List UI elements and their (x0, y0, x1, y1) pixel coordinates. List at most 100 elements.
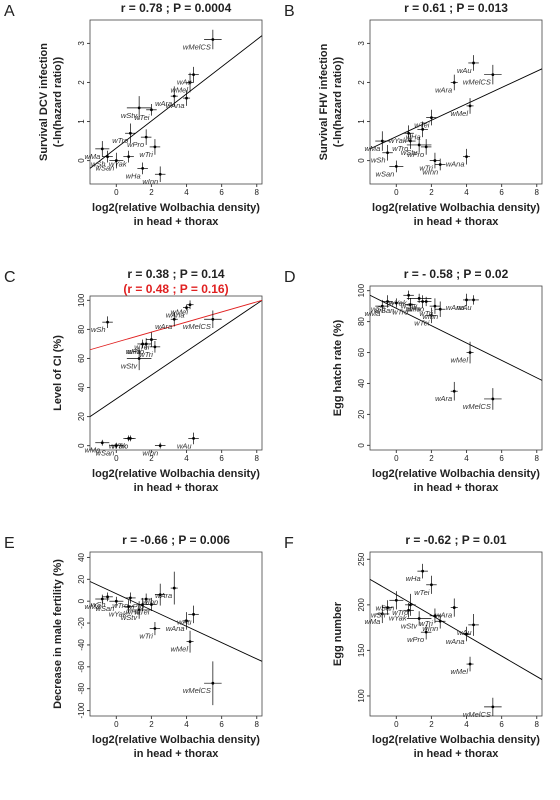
point (150, 338, 153, 341)
point-label: wStv (121, 613, 139, 622)
point (386, 300, 389, 303)
point-label: wAu (457, 303, 472, 312)
x-tick-label: 8 (255, 720, 260, 729)
point-label: wAu (177, 78, 192, 87)
x-tick-label: 4 (184, 454, 189, 463)
point-label: wMelCS (463, 78, 491, 87)
x-axis-label: in head + thorax (414, 482, 500, 494)
point (380, 139, 384, 143)
x-tick-label: 2 (149, 720, 154, 729)
point-label: wAu (457, 66, 472, 75)
x-tick-label: 6 (219, 188, 224, 197)
point (380, 612, 384, 616)
point (150, 108, 153, 112)
point-label: wAra (435, 611, 452, 620)
point-label: wTro (392, 308, 408, 317)
point-label: wPro (407, 304, 424, 313)
y-axis-label: Egg number (332, 601, 344, 666)
panel-letter: F (284, 535, 294, 552)
fit-line (89, 581, 263, 662)
fit-line (89, 299, 263, 417)
point-label: wAna (446, 303, 465, 312)
point (114, 444, 118, 448)
point-label: wAna (446, 637, 465, 646)
point (188, 81, 192, 84)
point (407, 608, 411, 612)
chart-title: r = 0.38 ; P = 0.14 (127, 267, 225, 281)
point-label: wHa (406, 132, 421, 141)
y-axis-label: Survival FHV infection (318, 43, 330, 160)
y-tick-label: 40 (77, 552, 86, 561)
y-tick-label: -60 (77, 660, 86, 672)
point (386, 606, 389, 609)
point-label: wPro (127, 347, 144, 356)
x-tick-label: 0 (394, 454, 399, 463)
point (465, 298, 468, 302)
x-tick-label: 6 (219, 720, 224, 729)
point-label: wPro (127, 140, 144, 149)
point-label: wHa (126, 347, 141, 356)
point (188, 303, 192, 307)
point (137, 357, 141, 360)
y-tick-label: 150 (357, 643, 366, 657)
point (158, 172, 162, 176)
point-label: wTro (392, 144, 408, 153)
x-tick-label: 6 (499, 720, 504, 729)
point-label: wSh (371, 611, 386, 620)
point-label: wAna (166, 624, 185, 633)
point-label: wMel (451, 667, 469, 676)
x-axis-label: log2(relative Wolbachia density) (92, 468, 260, 480)
point-label: wInn (422, 312, 438, 321)
point (421, 127, 425, 131)
point-label: wTei (414, 121, 429, 130)
y-tick-label: 80 (77, 324, 86, 333)
point (394, 598, 398, 602)
y-tick-label: 0 (357, 158, 366, 163)
point-label: wMa (364, 617, 380, 626)
point-label: wStv (401, 301, 419, 310)
y-tick-label: 3 (357, 41, 366, 46)
point-label: wInn (142, 177, 158, 186)
point (137, 106, 141, 110)
point-label: wTro (112, 136, 128, 145)
y-tick-label: -100 (77, 702, 86, 719)
point-label: wAra (435, 85, 452, 94)
point (127, 155, 131, 159)
point-label: wTri (419, 164, 433, 173)
panel-letter: E (4, 535, 15, 552)
point (421, 569, 425, 573)
y-tick-label: 1 (357, 119, 366, 124)
point-label: wMa (364, 144, 380, 153)
point (153, 345, 157, 349)
x-tick-label: 2 (429, 454, 434, 463)
point-label: wAu (177, 617, 192, 626)
point-label: wTri (139, 632, 153, 641)
y-tick-label: 2 (77, 80, 86, 85)
point-label: wTri (419, 309, 433, 318)
point-label: wMa (84, 446, 100, 455)
point (114, 159, 118, 162)
point (158, 444, 162, 448)
point-label: wInn (142, 449, 158, 458)
point (468, 351, 472, 354)
y-tick-label: 40 (357, 378, 366, 387)
point (417, 143, 421, 147)
x-tick-label: 0 (114, 188, 119, 197)
y-tick-label: 60 (77, 353, 86, 362)
y-tick-label: 100 (357, 689, 366, 703)
point-label: wMelCS (183, 43, 211, 52)
plot-frame (369, 285, 543, 451)
plot-frame (369, 19, 543, 185)
point-label: wMelCS (463, 402, 491, 411)
point-label: wHa (406, 574, 421, 583)
y-tick-label: 40 (77, 383, 86, 392)
point-label: wAu (177, 441, 192, 450)
point-label: wSh (91, 160, 106, 169)
y-tick-label: -40 (77, 639, 86, 651)
point-label: wSan (96, 604, 115, 613)
y-tick-label: 3 (77, 41, 86, 46)
panel-letter: C (4, 269, 16, 286)
x-tick-label: 6 (219, 454, 224, 463)
point (141, 603, 145, 606)
point (192, 612, 195, 616)
